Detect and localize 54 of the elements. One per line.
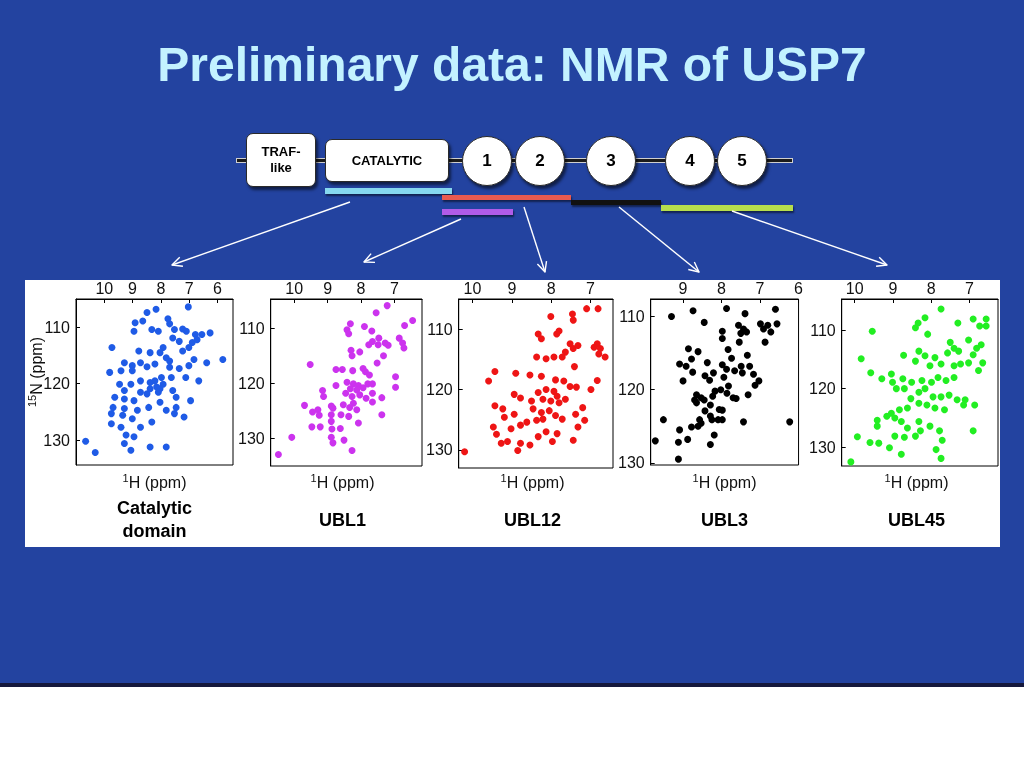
x-axis-title: $^{1}$H (ppm) [691,472,758,492]
x-tick-label: 9 [678,279,688,297]
y-tick-label: 130 [237,429,265,447]
x-tick-label: 9 [507,279,517,297]
y-tick-label: 110 [810,321,836,339]
y-tick-label: 120 [43,375,71,393]
x-tick-label: 10 [845,279,864,297]
x-tick-label: 7 [755,279,765,297]
x-tick-label: 6 [212,279,222,297]
x-axis-title: $^{1}$H (ppm) [121,472,188,492]
domain-box: TRAF-like [246,133,316,187]
domain-circle: 4 [665,136,715,186]
y-tick-label: 110 [619,308,645,326]
y-tick-label: 130 [425,441,453,459]
y-tick-label: 110 [239,319,265,337]
x-tick-label: 8 [356,279,366,297]
domain-circle: 2 [515,136,565,186]
x-tick-label: 9 [888,279,898,297]
y-tick-label: 110 [427,320,453,338]
y-tick-label: 130 [808,438,836,456]
domain-box: CATALYTIC [325,139,449,182]
x-tick-label: 9 [323,279,333,297]
x-axis-title: $^{1}$H (ppm) [499,472,566,492]
x-tick-label: 10 [285,279,304,297]
y-tick-label: 120 [237,374,265,392]
x-tick-label: 10 [463,279,482,297]
x-tick-label: 7 [586,279,596,297]
text: Preliminary data: NMR of USP7 [156,37,868,93]
x-tick-label: 8 [156,279,166,297]
x-tick-label: 10 [95,279,114,297]
text: UBL1 [318,508,366,532]
domain-circle: 1 [462,136,512,186]
text: UBL45 [887,508,945,532]
y-tick-label: 130 [43,431,71,449]
x-axis-title: $^{1}$H (ppm) [883,472,950,492]
x-tick-label: 8 [546,279,556,297]
y-tick-label: 120 [617,381,645,399]
text: UBL3 [700,508,748,532]
y-tick-label: 120 [425,381,453,399]
text: UBL12 [503,508,561,532]
y-tick-label: 120 [808,380,836,398]
x-tick-label: 8 [717,279,727,297]
text: Catalytic domain [115,497,193,543]
x-tick-label: 8 [926,279,936,297]
domain-circle: 3 [586,136,636,186]
y-tick-label: 130 [617,454,645,472]
x-tick-label: 9 [128,279,138,297]
x-tick-label: 6 [794,279,804,297]
x-tick-label: 7 [184,279,194,297]
x-tick-label: 7 [390,279,400,297]
x-tick-label: 7 [964,279,974,297]
x-axis-title: $^{1}$H (ppm) [309,472,376,492]
y-tick-label: 110 [44,318,71,336]
domain-circle: 5 [717,136,767,186]
